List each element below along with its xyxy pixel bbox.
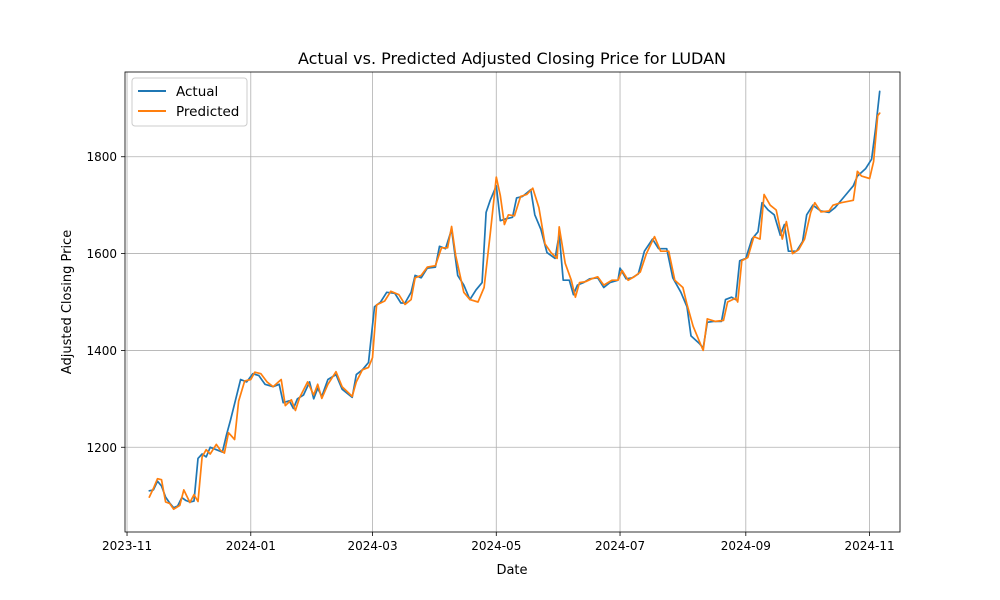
series-line-predicted [148,112,881,511]
legend-label-actual: Actual [176,84,218,100]
x-tick-label-3: 2024-05 [471,539,521,553]
y-axis-label: Adjusted Closing Price [60,230,75,374]
series-layer [148,90,881,511]
y-tick-label-0: 1200 [86,441,117,455]
x-tick-label-2: 2024-03 [347,539,397,553]
legend-label-predicted: Predicted [176,104,239,120]
chart-title: Actual vs. Predicted Adjusted Closing Pr… [298,49,726,68]
axis-ticks: 2023-11 2024-01 2024-03 2024-05 2024-07 2024-… [86,150,894,553]
x-tick-label-5: 2024-09 [721,539,771,553]
plot-frame [124,71,901,533]
x-tick-label-6: 2024-11 [844,539,894,553]
gridlines [125,72,900,532]
legend: Actual Predicted [131,77,248,127]
x-tick-label-0: 2023-11 [102,539,152,553]
x-axis-label: Date [496,563,527,578]
x-tick-label-4: 2024-07 [595,539,645,553]
y-tick-label-1: 1400 [86,344,117,358]
y-tick-label-3: 1800 [86,150,117,164]
plot-area [125,72,900,532]
y-tick-label-2: 1600 [86,247,117,261]
x-tick-label-1: 2024-01 [226,539,276,553]
